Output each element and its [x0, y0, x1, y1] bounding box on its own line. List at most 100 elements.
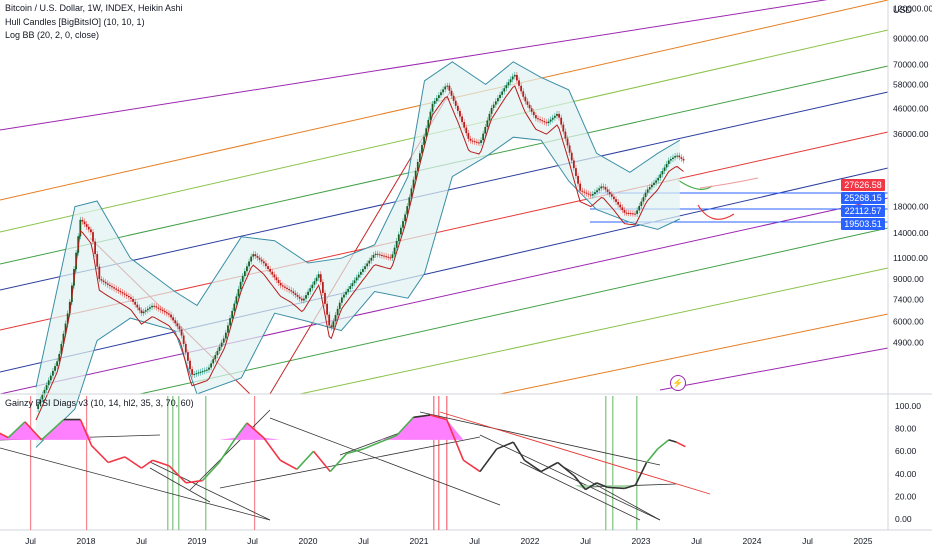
candle-body — [140, 310, 143, 314]
candle-body — [349, 286, 352, 289]
candle-body — [115, 288, 118, 290]
candle-body — [146, 308, 149, 311]
rsi-segment — [201, 461, 220, 482]
rsi-segment — [462, 459, 481, 473]
rsi-tick-label: 100.00 — [895, 401, 921, 411]
candle-body — [570, 152, 573, 161]
candle-body — [374, 253, 377, 256]
candle-body — [256, 255, 259, 258]
rsi-segment — [413, 414, 431, 419]
candle-body — [530, 108, 533, 112]
candle-body — [307, 291, 310, 296]
candle-body — [623, 210, 626, 213]
candle-body — [587, 193, 590, 195]
rsi-segment — [141, 459, 154, 469]
candle-body — [524, 96, 527, 102]
symbol-legend[interactable]: Bitcoin / U.S. Dollar, 1W, INDEX, Heikin… — [5, 3, 183, 13]
candle-body — [475, 141, 478, 143]
candle-body — [178, 326, 181, 330]
time-tick-label: 2021 — [410, 536, 429, 546]
rsi-segment — [524, 459, 542, 473]
rsi-segment — [379, 434, 398, 443]
candle-body — [596, 190, 598, 193]
candle-body — [68, 301, 71, 314]
candle-body — [416, 161, 419, 171]
candle-body — [442, 89, 444, 93]
rsi-segment — [24, 421, 43, 441]
rsi-segment — [512, 441, 526, 461]
candle-body — [454, 100, 457, 106]
candle-body — [161, 309, 164, 312]
time-tick-label: 2023 — [632, 536, 651, 546]
candle-body — [159, 308, 162, 310]
candle-body — [558, 113, 560, 118]
candle-body — [393, 247, 396, 255]
candle-body — [659, 174, 662, 178]
candle-body — [239, 281, 242, 290]
candle-body — [680, 157, 683, 159]
rsi-segment — [496, 441, 514, 450]
candle-body — [294, 293, 297, 296]
candle-body — [125, 294, 128, 296]
rsi-segment — [152, 459, 170, 467]
candle-body — [184, 343, 187, 353]
candle-body — [45, 385, 48, 390]
time-axis[interactable]: Jul 2018 Jul 2019 Jul 2020 Jul 2021 Jul 2022 Jul 20… — [25, 536, 873, 546]
rsi-panel-legend[interactable]: Gainzy RSI Diags v3 (10, 14, hl2, 35, 3,… — [5, 398, 194, 408]
candle-body — [450, 90, 453, 96]
rsi-segment — [657, 439, 670, 450]
candle-body — [250, 256, 253, 262]
lightning-icon[interactable]: ⚡ — [670, 375, 686, 391]
candle-body — [243, 271, 246, 277]
candle-body — [387, 256, 390, 258]
candle-body — [87, 226, 90, 230]
price-tag-level-3: 19503.51 — [841, 218, 885, 230]
candle-body — [292, 291, 295, 294]
candle-body — [551, 117, 554, 120]
candle-body — [334, 315, 337, 322]
price-axis[interactable]: 120000.00 90000.00 70000.00 58000.00 46000.0… — [893, 3, 932, 347]
rsi-segment — [645, 448, 659, 464]
candle-body — [650, 184, 653, 188]
candle-body — [262, 261, 265, 264]
candle-body — [62, 333, 65, 344]
candle-body — [199, 371, 202, 373]
candle-body — [591, 194, 594, 196]
candle-body — [678, 155, 681, 158]
candle-body — [459, 110, 461, 117]
candle-body — [39, 399, 42, 405]
candle-body — [302, 298, 305, 301]
candle-body — [480, 140, 482, 144]
candle-body — [197, 372, 200, 374]
rsi-segment — [41, 418, 65, 441]
hull-candles-legend[interactable]: Hull Candles [BigBitsIO] (10, 10, 1) — [5, 17, 145, 27]
candle-body — [556, 113, 558, 116]
candle-body — [600, 186, 603, 189]
candle-body — [406, 206, 409, 215]
candle-body — [138, 307, 141, 311]
candle-body — [254, 254, 257, 256]
rsi-axis[interactable]: 100.00 80.00 60.00 40.00 20.00 0.00 — [895, 401, 921, 524]
candle-body — [231, 310, 234, 319]
rsi-segment — [557, 461, 575, 477]
candle-body — [362, 269, 364, 272]
candle-body — [246, 266, 248, 272]
rsi-tick-label: 0.00 — [895, 514, 912, 524]
candle-body — [397, 234, 400, 242]
rsi-segment — [107, 456, 126, 464]
rsi-segment — [363, 441, 381, 450]
time-tick-label: 2024 — [743, 536, 762, 546]
time-tick-label: 2019 — [188, 536, 207, 546]
candle-body — [579, 183, 582, 191]
candle-body — [516, 74, 518, 81]
candle-body — [326, 303, 328, 315]
candle-body — [163, 311, 166, 313]
candle-body — [43, 389, 46, 395]
candle-body — [340, 297, 343, 303]
candle-body — [248, 261, 250, 267]
candle-body — [669, 159, 672, 161]
candle-body — [271, 271, 274, 275]
log-bb-legend[interactable]: Log BB (20, 2, 0, close) — [5, 30, 100, 40]
candle-body — [497, 98, 499, 102]
